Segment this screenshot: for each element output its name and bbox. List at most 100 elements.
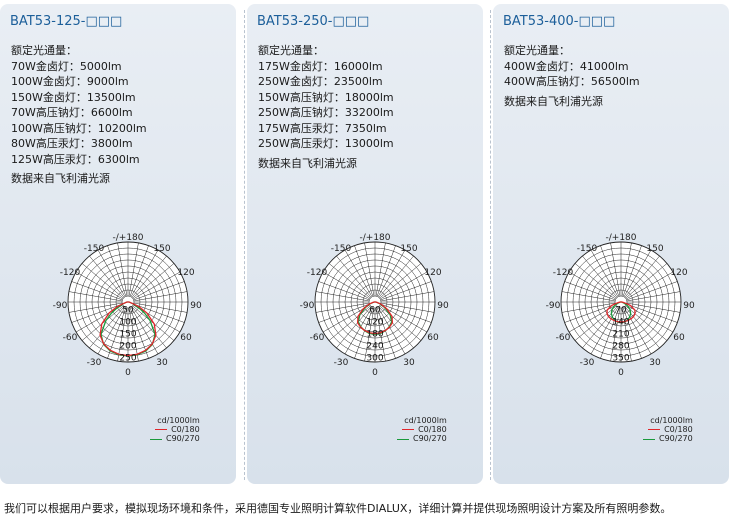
grid-spoke [322, 271, 370, 300]
grid-spoke [568, 271, 616, 300]
flux-line: 100W高压钠灯：10200lm [11, 121, 147, 135]
flux-line: 150W高压钠灯：18000lm [258, 90, 394, 104]
angle-label: -150 [84, 244, 105, 254]
grid-spoke [71, 303, 123, 323]
angle-label: -30 [87, 358, 102, 368]
angle-label: -120 [553, 268, 574, 278]
angle-label: 150 [400, 244, 417, 254]
legend-unit: cd/1000lm [650, 416, 693, 425]
grid-spoke [626, 302, 681, 313]
radial-value-label: 250 [119, 354, 136, 364]
legend-item-c0-180: C0/180 [397, 425, 447, 434]
angle-label: -60 [63, 333, 78, 343]
radial-value-label: 150 [119, 330, 136, 340]
radial-value-label: 120 [366, 318, 383, 328]
legend-swatch-red [155, 429, 168, 431]
grid-spoke [81, 263, 124, 299]
angle-label: 120 [670, 268, 687, 278]
angle-label: 60 [180, 333, 192, 343]
grid-spoke [364, 242, 375, 297]
grid-spoke [378, 255, 414, 298]
grid-spoke [131, 306, 167, 349]
grid-spoke [574, 263, 617, 299]
angle-label: -/+180 [360, 233, 391, 243]
grid-spoke [621, 307, 632, 362]
grid-spoke [376, 245, 396, 297]
grid-spoke [344, 307, 373, 355]
angle-label: 30 [403, 358, 415, 368]
grid-spoke [133, 302, 188, 313]
grid-spoke [132, 263, 175, 299]
curve-c0-180 [356, 301, 394, 335]
panel-separator [244, 10, 245, 480]
grid-spoke [129, 245, 149, 297]
angle-label: 0 [618, 368, 624, 378]
grid-spoke [128, 307, 139, 362]
legend-swatch-green [397, 438, 409, 440]
diagram-legend: cd/1000lm C0/180 C90/270 [643, 416, 693, 444]
angle-label: -/+180 [606, 233, 637, 243]
grid-spoke [71, 281, 123, 301]
grid-spoke [107, 245, 127, 297]
radial-value-label: 60 [369, 306, 381, 316]
legend-item-c0-180: C0/180 [643, 425, 693, 434]
diagram-legend: cd/1000lm C0/180 C90/270 [397, 416, 447, 444]
grid-spoke [626, 291, 681, 302]
flux-line: 70W高压钠灯：6600lm [11, 106, 133, 119]
angle-label: 150 [153, 244, 170, 254]
grid-spoke [364, 307, 375, 362]
grid-spoke [336, 255, 372, 298]
legend-unit: cd/1000lm [404, 416, 447, 425]
grid-spoke [378, 306, 414, 349]
grid-spoke [561, 302, 616, 313]
polar-light-distribution-diagram: -/+180-150 150-120 120-90 90-60 60-30 3006012… [300, 233, 449, 378]
angle-label: -90 [300, 301, 315, 311]
product-panel-bat53-400: BAT53-400-□□□ 额定光通量： 400W金卤灯：41000lm 400… [493, 4, 729, 484]
polar-light-distribution-diagram: -/+180 -150 150 -120 120 -90 90 -60 60 -30 30 0 70 14… [546, 233, 695, 378]
grid-spoke [117, 307, 128, 362]
flux-line: 400W高压钠灯：56500lm [504, 75, 640, 88]
product-sheet: BAT53-125-□□□ 额定光通量： 70W金卤灯：5000lm 100W金… [0, 4, 729, 484]
angle-label: -60 [310, 333, 325, 343]
grid-spoke [380, 291, 435, 302]
radial-value-label: 280 [612, 342, 629, 352]
grid-spoke [75, 271, 123, 300]
grid-spoke [344, 249, 373, 297]
angle-label: 90 [683, 301, 695, 311]
radial-value-label: 140 [612, 318, 629, 328]
legend-item-c90-270: C90/270 [643, 434, 693, 443]
grid-spoke [133, 271, 181, 300]
flux-line: 250W金卤灯：23500lm [258, 75, 383, 88]
flux-line: 175W高压汞灯：7350lm [258, 121, 387, 135]
radial-value-label: 350 [612, 354, 629, 364]
flux-heading: 额定光通量： [504, 44, 570, 57]
angle-label: -30 [334, 358, 349, 368]
legend-item-c90-270: C90/270 [397, 434, 447, 443]
footer-note: 我们可以根据用户要求，模拟现场环境和条件，采用德国专业照明计算软件DIALUX，… [4, 502, 672, 515]
angle-label: 60 [673, 333, 685, 343]
product-panel-bat53-125: BAT53-125-□□□ 额定光通量： 70W金卤灯：5000lm 100W金… [0, 4, 236, 484]
grid-spoke [379, 263, 422, 299]
grid-spoke [574, 305, 617, 341]
angle-label: 30 [156, 358, 168, 368]
legend-item-c90-270: C90/270 [150, 434, 200, 443]
grid-spoke [68, 302, 123, 313]
angle-label: 120 [177, 268, 194, 278]
legend-swatch-green [150, 438, 162, 440]
angle-label: -/+180 [113, 233, 144, 243]
radial-value-label: 240 [366, 342, 383, 352]
angle-label: -60 [556, 333, 571, 343]
angle-label: 60 [427, 333, 439, 343]
grid-spoke [626, 303, 678, 323]
grid-spoke [623, 307, 652, 355]
grid-spoke [377, 307, 406, 355]
legend-unit: cd/1000lm [157, 416, 200, 425]
legend-item-c0-180: C0/180 [150, 425, 200, 434]
grid-spoke [336, 306, 372, 349]
grid-spoke [380, 271, 428, 300]
panel-title: BAT53-125-□□□ [10, 14, 123, 29]
grid-spoke [133, 281, 185, 301]
grid-spoke [315, 302, 370, 313]
angle-label: -90 [53, 301, 68, 311]
radial-value-label: 300 [366, 354, 383, 364]
